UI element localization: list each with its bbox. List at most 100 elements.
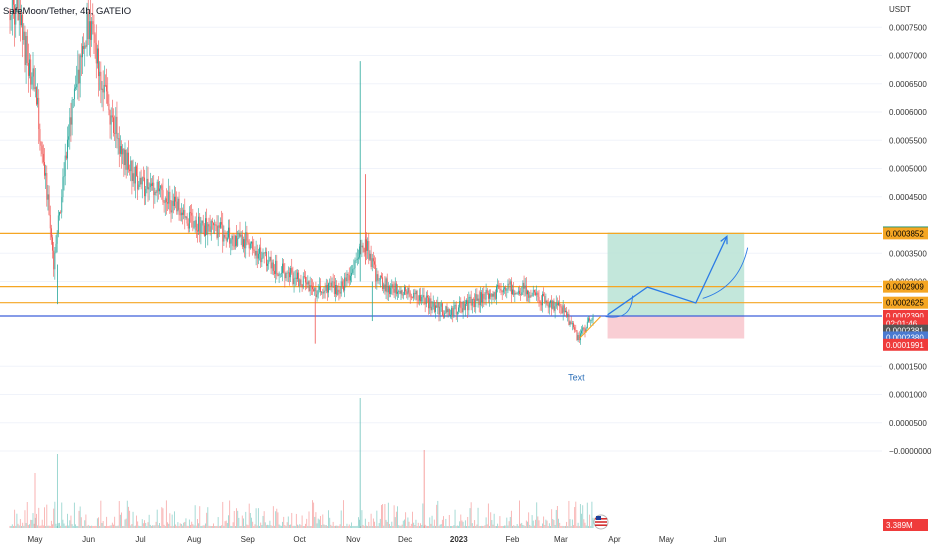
candle-body — [102, 88, 104, 93]
candle-body — [417, 299, 419, 301]
projection-path[interactable] — [579, 234, 749, 339]
volume-bar — [401, 524, 403, 528]
volume-bar — [450, 526, 451, 528]
volume-bar — [115, 525, 117, 528]
volume-bar — [588, 525, 589, 528]
candle-body — [519, 290, 520, 295]
volume-bar — [247, 525, 249, 528]
volume-bar — [172, 525, 174, 528]
candle-body — [254, 250, 256, 256]
volume-bar — [222, 501, 224, 528]
volume-bar — [134, 525, 136, 528]
candle-body — [440, 303, 442, 307]
candle-body — [531, 295, 533, 297]
candle-body — [375, 264, 377, 282]
candle-body — [345, 277, 347, 282]
candle-body — [223, 234, 225, 242]
volume-bar — [82, 525, 83, 528]
volume-bar — [346, 523, 348, 528]
candle-body — [213, 222, 214, 226]
candle-body — [444, 313, 446, 318]
candle-body — [215, 224, 217, 226]
candle-body — [109, 110, 111, 125]
volume-bar — [507, 525, 509, 528]
candle-body — [113, 117, 114, 133]
volume-bar — [439, 524, 441, 528]
price-label-text: 0.0002390 — [886, 312, 924, 321]
volume-bar — [61, 502, 63, 528]
candle-body — [535, 292, 536, 296]
volume-bar — [19, 519, 21, 528]
volume-bar — [207, 507, 209, 528]
volume-bar — [502, 525, 504, 528]
volume-bar — [447, 525, 449, 528]
candle-body — [63, 175, 65, 178]
volume-bar — [362, 524, 364, 528]
annotation-text[interactable]: Text — [568, 372, 585, 382]
candle-body — [427, 295, 428, 298]
volume-bar — [332, 521, 334, 528]
volume-bar — [60, 525, 62, 528]
candle-body — [482, 293, 484, 303]
candle-body — [32, 68, 34, 77]
volume-spike — [359, 398, 361, 528]
candle-body — [248, 242, 250, 249]
volume-bar — [267, 524, 269, 528]
candle-body — [238, 232, 240, 239]
volume-bar — [508, 521, 510, 528]
candle-body — [551, 300, 553, 309]
volume-bar — [87, 524, 89, 528]
volume-bar — [257, 508, 259, 528]
candle-body — [428, 297, 430, 309]
candle-body — [140, 177, 142, 185]
volume-bar — [329, 517, 331, 528]
candle-body — [195, 220, 197, 231]
candle-body — [86, 11, 88, 47]
symbol-title: SafeMoon/Tether, 4h, GATEIO — [3, 6, 131, 17]
candle-body — [202, 220, 204, 226]
candle-body — [207, 224, 209, 235]
candle-body — [239, 232, 241, 237]
candle-body — [53, 250, 55, 270]
candle-body — [49, 214, 51, 229]
candle-body — [506, 289, 508, 291]
candle-body — [164, 198, 166, 203]
volume-bar — [456, 525, 458, 528]
candle-body — [481, 292, 482, 303]
candle-body — [76, 84, 78, 88]
volume-bar — [462, 521, 464, 528]
candle-body — [228, 227, 229, 238]
long-position-tool[interactable] — [607, 232, 745, 339]
candle-body — [407, 287, 409, 295]
us-flag-icon[interactable] — [593, 514, 609, 530]
volume-bar — [370, 513, 372, 528]
time-tick-label: Aug — [187, 535, 201, 544]
price-tick-label: 0.0007500 — [889, 23, 927, 32]
candle-body — [129, 169, 131, 172]
candle-body — [485, 289, 487, 300]
candle-body — [144, 177, 145, 197]
candle-body — [583, 327, 585, 330]
candle-body — [487, 293, 489, 299]
volume-bar — [299, 524, 301, 528]
volume-bar — [547, 526, 549, 528]
volume-bar — [360, 525, 362, 528]
candle-body — [83, 46, 85, 49]
volume-bar — [300, 525, 302, 528]
candle-body — [260, 247, 262, 263]
volume-bar — [451, 525, 453, 528]
volume-bar — [109, 525, 111, 528]
volume-bar — [368, 521, 370, 528]
candle-body — [186, 216, 188, 224]
candle-body — [13, 0, 14, 5]
candle-body — [491, 293, 493, 297]
volume-bar — [218, 525, 220, 528]
candle-body — [423, 295, 425, 299]
volume-bar — [72, 525, 74, 528]
volume-bar — [116, 525, 118, 528]
candle-body — [539, 300, 541, 303]
projection-curve — [702, 247, 749, 299]
time-axis[interactable]: May Jun Jul Aug Sep Oct Nov Dec 2023 Feb Mar Apr May… — [27, 535, 726, 544]
candle-body — [377, 274, 379, 281]
